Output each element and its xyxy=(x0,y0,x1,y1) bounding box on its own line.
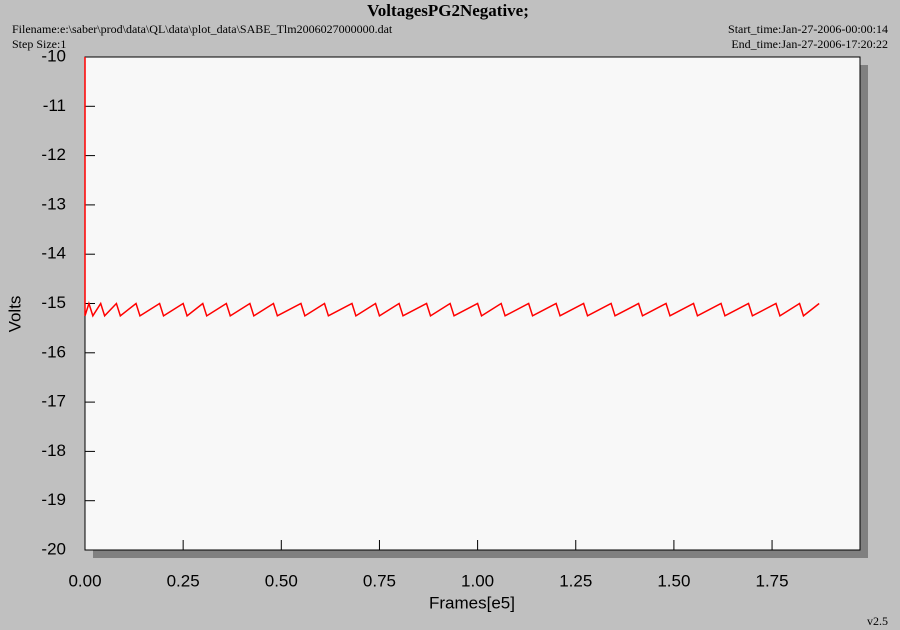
y-tick-label: -17 xyxy=(41,392,66,411)
y-tick-label: -19 xyxy=(41,490,66,509)
y-tick-label: -10 xyxy=(41,46,66,65)
y-tick-label: -13 xyxy=(41,194,66,213)
version: v2.5 xyxy=(867,614,888,628)
y-tick-label: -16 xyxy=(41,342,66,361)
y-tick-label: -15 xyxy=(41,293,66,312)
x-tick-label: 0.50 xyxy=(265,571,298,590)
end-time: End_time:Jan-27-2006-17:20:22 xyxy=(731,37,888,51)
y-tick-label: -20 xyxy=(41,539,66,558)
y-axis-label: Volts xyxy=(5,296,24,333)
x-axis-label: Frames[e5] xyxy=(429,593,515,612)
step-size: Step Size:1 xyxy=(12,37,66,51)
x-tick-label: 0.75 xyxy=(363,571,396,590)
y-tick-label: -12 xyxy=(41,145,66,164)
y-tick-label: -18 xyxy=(41,441,66,460)
x-tick-label: 1.50 xyxy=(657,571,690,590)
x-tick-label: 0.25 xyxy=(167,571,200,590)
x-tick-label: 1.00 xyxy=(461,571,494,590)
chart-title: VoltagesPG2Negative; xyxy=(367,1,529,20)
y-tick-label: -14 xyxy=(41,244,66,263)
x-tick-label: 1.75 xyxy=(756,571,789,590)
start-time: Start_time:Jan-27-2006-00:00:14 xyxy=(728,22,888,36)
x-tick-label: 1.25 xyxy=(559,571,592,590)
y-tick-label: -11 xyxy=(43,96,66,115)
filename: Filename:e:\saber\prod\data\QL\data\plot… xyxy=(12,22,393,36)
data-line xyxy=(84,57,820,318)
x-tick-label: 0.00 xyxy=(68,571,101,590)
plot-area xyxy=(84,56,861,551)
